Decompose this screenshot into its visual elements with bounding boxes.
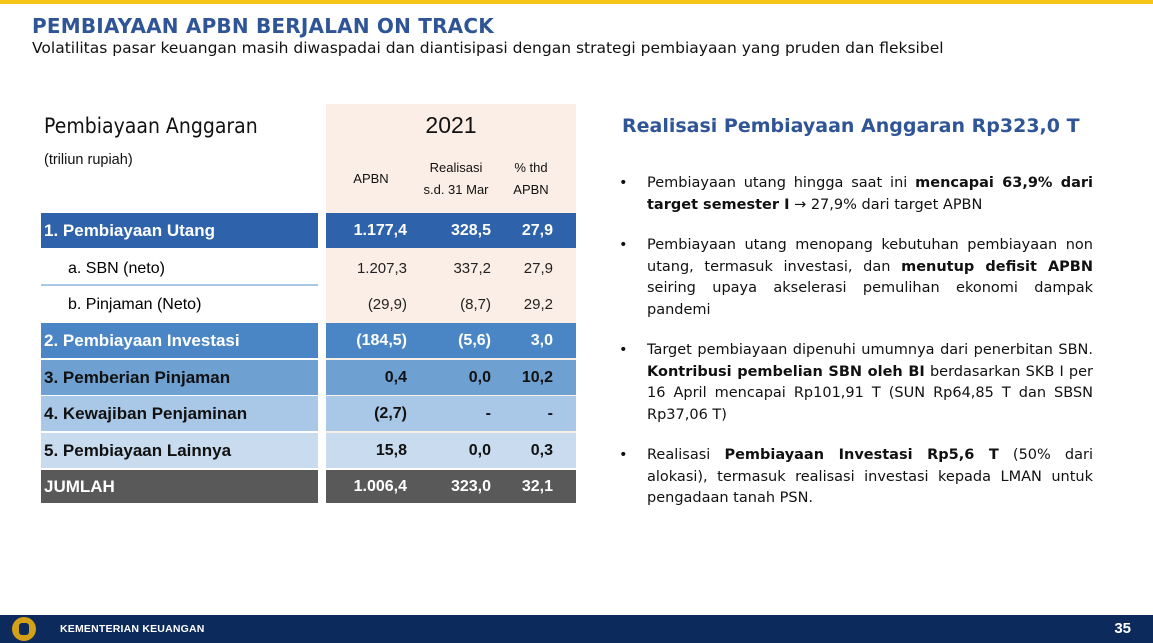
row-label: a. SBN (neto) [68, 260, 165, 277]
bullet-dot: • [619, 237, 628, 253]
row-pct: 10,2 [521, 369, 553, 386]
col-header-pct: % thd APBN [502, 157, 560, 201]
page-subtitle: Volatilitas pasar keuangan masih diwaspa… [32, 39, 944, 57]
col-header-realisasi: Realisasi s.d. 31 Mar [416, 157, 496, 201]
row-realisasi: 0,0 [468, 442, 491, 459]
row-realisasi: 323,0 [450, 478, 491, 495]
row-pct: 0,3 [530, 442, 553, 459]
table-row: 3. Pemberian Pinjaman 0,4 0,0 10,2 [41, 360, 576, 395]
bullet-dot: • [619, 342, 628, 358]
row-pct: - [547, 405, 553, 422]
col-header-realisasi-line1: Realisasi [429, 160, 483, 175]
row-label: b. Pinjaman (Neto) [68, 296, 202, 313]
list-item: • Pembiayaan utang menopang kebutuhan pe… [619, 237, 1093, 318]
col-header-pct-line1: % thd [514, 160, 548, 175]
bullet-dot: • [619, 447, 628, 463]
row-pct: 29,2 [523, 296, 553, 313]
table-row: a. SBN (neto) 1.207,3 337,2 27,9 [41, 251, 576, 286]
row-apbn: 0,4 [384, 369, 407, 386]
table-unit: (triliun rupiah) [44, 152, 133, 168]
row-apbn: (184,5) [356, 332, 407, 349]
list-item: • Target pembiayaan dipenuhi umumnya dar… [619, 342, 1093, 423]
row-apbn: 1.207,3 [356, 260, 407, 277]
row-realisasi: 337,2 [453, 260, 491, 277]
table-row: 2. Pembiayaan Investasi (184,5) (5,6) 3,… [41, 323, 576, 358]
col-header-realisasi-line2: s.d. 31 Mar [423, 182, 489, 197]
list-item: • Realisasi Pembiayaan Investasi Rp5,6 T… [619, 447, 1094, 506]
table-row: 1. Pembiayaan Utang 1.177,4 328,5 27,9 [41, 213, 576, 248]
table-row: 4. Kewajiban Penjaminan (2,7) - - [41, 396, 576, 431]
row-pct: 3,0 [530, 332, 553, 349]
col-header-pct-line2: APBN [513, 182, 549, 197]
row-label: 5. Pembiayaan Lainnya [44, 441, 232, 460]
footer-bar: KEMENTERIAN KEUANGAN 35 [0, 615, 1153, 643]
row-realisasi: (5,6) [458, 332, 491, 349]
row-label: 1. Pembiayaan Utang [44, 221, 216, 240]
table-total-row: JUMLAH 1.006,4 323,0 32,1 [41, 470, 576, 503]
summary-title: Realisasi Pembiayaan Anggaran Rp323,0 T [622, 115, 1080, 137]
table-year: 2021 [425, 112, 477, 138]
table-title: Pembiayaan Anggaran [44, 114, 258, 138]
row-pct: 27,9 [523, 260, 553, 277]
row-realisasi: 328,5 [450, 222, 491, 239]
row-apbn: 1.177,4 [353, 222, 407, 239]
page-title: PEMBIAYAAN APBN BERJALAN ON TRACK [32, 14, 494, 38]
row-label: JUMLAH [44, 477, 115, 496]
page-number: 35 [1114, 620, 1131, 637]
footer-org-name: KEMENTERIAN KEUANGAN [60, 623, 205, 635]
row-label: 3. Pemberian Pinjaman [44, 368, 231, 387]
row-pct: 27,9 [521, 222, 553, 239]
row-apbn: 15,8 [375, 442, 407, 459]
table-row: b. Pinjaman (Neto) (29,9) (8,7) 29,2 [41, 287, 576, 322]
row-label: 4. Kewajiban Penjaminan [44, 404, 248, 423]
top-accent-line [0, 0, 1153, 4]
row-realisasi: (8,7) [460, 296, 491, 313]
col-header-apbn: APBN [353, 171, 389, 186]
list-item: • Pembiayaan utang hingga saat ini menca… [619, 175, 1094, 213]
summary-bullets: • Pembiayaan utang hingga saat ini menca… [619, 173, 1093, 529]
row-apbn: (2,7) [374, 405, 407, 422]
bullet-dot: • [619, 175, 628, 191]
row-realisasi: - [485, 405, 491, 422]
row-pct: 32,1 [521, 478, 553, 495]
ministry-logo-icon [12, 617, 36, 641]
row-label: 2. Pembiayaan Investasi [44, 331, 240, 350]
row-realisasi: 0,0 [468, 369, 491, 386]
row-apbn: 1.006,4 [353, 478, 407, 495]
row-apbn: (29,9) [367, 296, 407, 313]
table-row: 5. Pembiayaan Lainnya 15,8 0,0 0,3 [41, 433, 576, 468]
